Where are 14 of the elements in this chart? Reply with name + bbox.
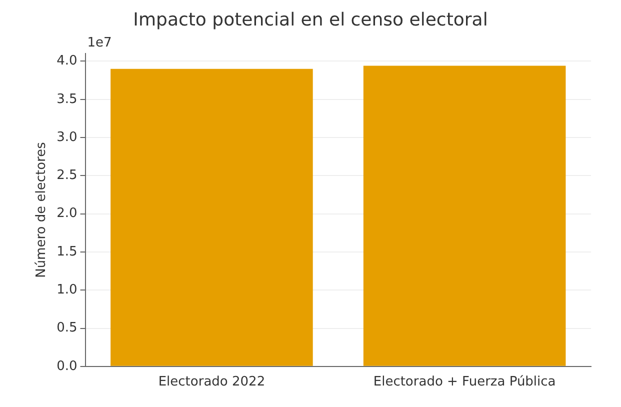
- y-tick-label: 1.0: [56, 282, 78, 298]
- x-tick-label: Electorado + Fuerza Pública: [373, 374, 556, 390]
- y-tick-label: 1.5: [56, 244, 78, 260]
- chart-title: Impacto potencial en el censo electoral: [133, 9, 488, 30]
- y-tick-label: 2.5: [56, 168, 78, 184]
- y-axis-title: Número de electores: [34, 142, 50, 278]
- y-tick-label: 3.0: [56, 130, 78, 145]
- y-tick-label: 0.0: [56, 358, 78, 374]
- y-tick-label: 2.0: [56, 206, 78, 222]
- y-tick-label: 3.5: [56, 92, 78, 107]
- y-tick-label: 0.5: [56, 320, 78, 336]
- x-tick-label: Electorado 2022: [158, 374, 266, 390]
- text: 1e7: [87, 35, 112, 50]
- y-tick-label: 4.0: [56, 54, 78, 69]
